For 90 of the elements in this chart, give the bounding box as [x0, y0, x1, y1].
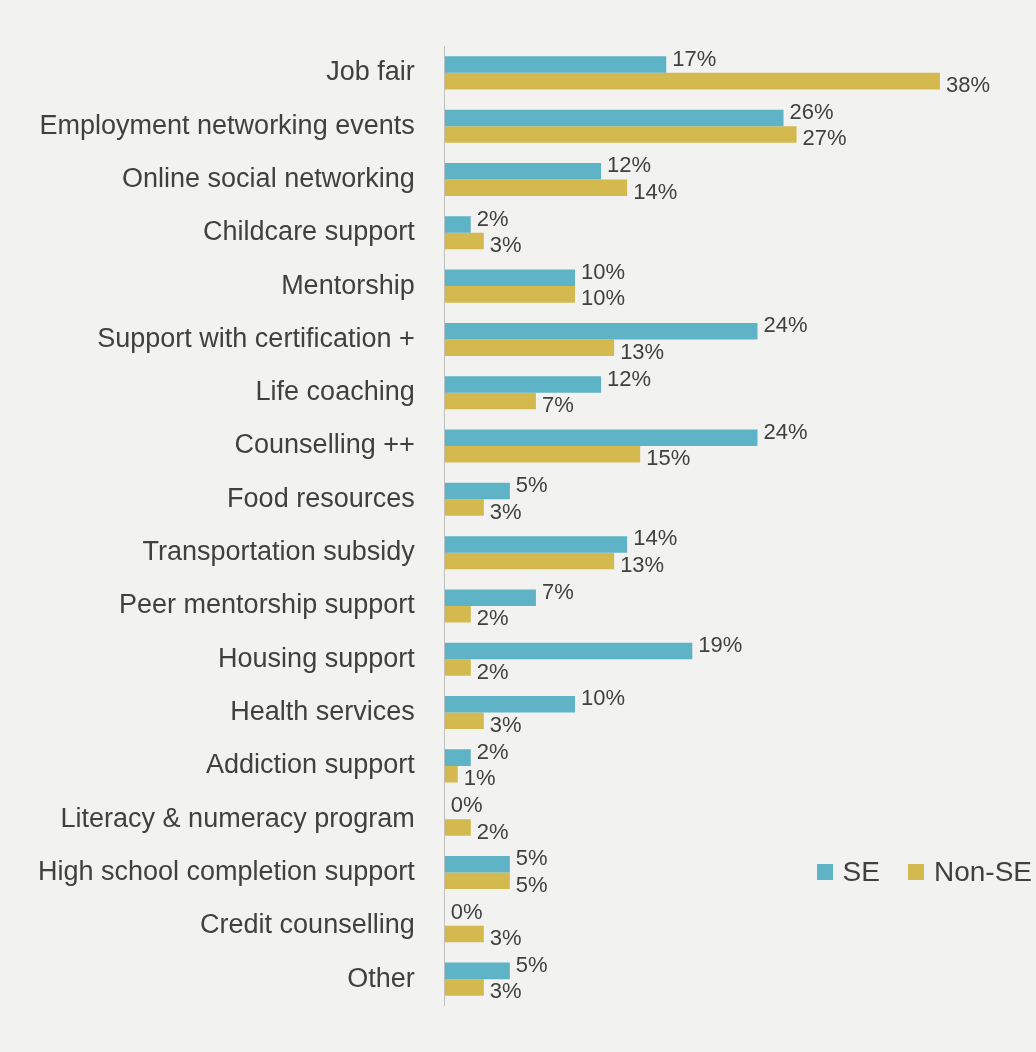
bar: [444, 819, 471, 836]
data-label: 12%: [607, 365, 652, 391]
data-label: 17%: [672, 45, 717, 71]
bar: [444, 696, 576, 713]
y-tick-label: Mentorship: [281, 269, 415, 300]
data-label: 2%: [476, 818, 509, 844]
y-tick-label: Counselling ++: [234, 429, 415, 460]
y-tick-label: Health services: [230, 696, 415, 727]
bar: [444, 589, 536, 606]
data-label: 26%: [789, 98, 834, 124]
bar: [444, 286, 576, 303]
data-label: 10%: [581, 685, 626, 711]
data-label: 10%: [581, 258, 626, 284]
data-label: 13%: [620, 551, 665, 577]
data-label: 1%: [463, 765, 496, 791]
data-label: 24%: [763, 312, 808, 338]
y-tick-label: Peer mentorship support: [119, 589, 416, 620]
bar: [444, 56, 667, 73]
data-label: 12%: [607, 152, 652, 178]
y-tick-label: Credit counselling: [200, 909, 415, 940]
data-label: 3%: [489, 498, 522, 524]
data-label: 2%: [476, 605, 509, 631]
bar: [444, 72, 940, 90]
bar: [444, 765, 458, 783]
bar: [444, 216, 471, 233]
data-label: 2%: [476, 658, 509, 684]
y-tick-label: Online social networking: [122, 162, 415, 193]
bar: [444, 856, 510, 873]
data-label: 0%: [450, 898, 483, 924]
data-label: 15%: [646, 445, 691, 471]
bar: [444, 376, 602, 393]
bar: [444, 339, 615, 356]
data-label: 3%: [489, 978, 522, 1004]
legend-label: SE: [842, 855, 880, 888]
data-label: 19%: [698, 632, 743, 658]
y-tick-label: Addiction support: [206, 749, 416, 780]
data-label: 3%: [489, 232, 522, 258]
bar: [444, 536, 628, 553]
bar: [444, 126, 797, 143]
data-label: 5%: [515, 871, 548, 897]
y-tick-label: Food resources: [227, 482, 415, 513]
bar: [444, 446, 641, 463]
data-label: 0%: [450, 792, 483, 818]
bar: [444, 712, 484, 730]
y-tick-label: Transportation subsidy: [142, 536, 416, 567]
bar: [444, 162, 602, 180]
y-tick-label: Literacy & numeracy program: [60, 802, 415, 833]
data-label: 5%: [515, 845, 548, 871]
data-label: 24%: [763, 418, 808, 444]
data-label: 5%: [515, 951, 548, 977]
bar: [444, 232, 484, 250]
y-tick-label: Support with certification +: [97, 322, 415, 353]
data-label: 14%: [633, 178, 678, 204]
bar: [444, 552, 615, 570]
data-label: 7%: [541, 578, 574, 604]
data-label: 3%: [489, 925, 522, 951]
y-tick-label: Job fair: [326, 56, 415, 87]
data-label: 7%: [541, 392, 574, 418]
data-label: 38%: [945, 72, 990, 98]
data-label: 27%: [802, 125, 847, 151]
data-label: 14%: [633, 525, 678, 551]
bar: [444, 499, 484, 516]
bar: [444, 179, 628, 196]
y-tick-label: Life coaching: [255, 376, 415, 407]
bar: [444, 979, 484, 996]
data-label: 2%: [476, 205, 509, 231]
bar: [444, 659, 471, 676]
bar: [444, 429, 758, 447]
bar: [444, 392, 536, 410]
data-label: 5%: [515, 472, 548, 498]
bar: [444, 925, 484, 943]
bar: [444, 482, 510, 500]
bar: [444, 872, 510, 890]
bar: [444, 642, 693, 660]
bar: [444, 749, 471, 766]
bar: [444, 962, 510, 980]
bar: [444, 109, 784, 127]
bar: [444, 269, 576, 287]
data-label: 2%: [476, 738, 509, 764]
y-tick-label: High school completion support: [37, 855, 416, 886]
legend-label: Non-SE: [933, 855, 1032, 888]
data-label: 10%: [581, 285, 626, 311]
y-tick-label: Employment networking events: [39, 109, 415, 140]
bar: [444, 605, 471, 623]
data-label: 13%: [620, 338, 665, 364]
y-tick-label: Childcare support: [203, 216, 416, 247]
bar: [444, 322, 758, 340]
y-tick-label: Housing support: [218, 642, 416, 673]
y-tick-label: Other: [347, 962, 415, 993]
data-label: 3%: [489, 711, 522, 737]
